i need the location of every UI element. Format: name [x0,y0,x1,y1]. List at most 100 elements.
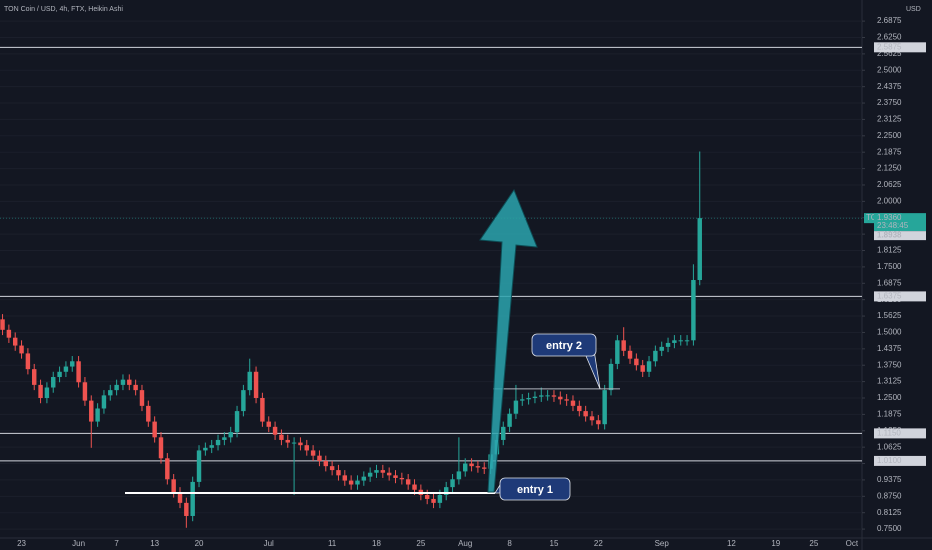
candle-body [583,411,588,417]
candle-body [279,434,284,440]
callout-text: entry 1 [517,484,553,496]
candle-body [133,384,138,391]
arrow [479,188,538,493]
candle-body [114,384,119,391]
candle-body [44,387,50,398]
candle-body [63,366,69,372]
countdown: 23:48:45 [877,221,909,230]
y-tick-label: 2.1875 [877,147,902,156]
candle-body [323,460,329,467]
level-label: 1.6375 [877,292,902,301]
candle-body [507,413,512,427]
candle-body [196,450,202,482]
candle-body [272,426,278,435]
y-tick-label: 2.4375 [877,82,902,91]
level-tag [874,42,926,53]
candle-body [51,377,56,388]
candle-body [266,421,271,427]
candle-body [646,361,652,372]
candle-body [152,421,157,438]
candle-body [215,439,221,446]
level-label: 2.5875 [877,42,902,51]
candle-body [304,445,309,451]
y-tick-label: 2.0625 [877,180,902,189]
candle-body [386,472,392,476]
candle-body [89,400,94,422]
candle-body [184,502,189,516]
candle-body [526,397,531,400]
candle-body [678,340,683,342]
candle-body [19,345,24,354]
level-label: 1.0100 [877,456,902,465]
price-label: 1.9360 [877,213,902,222]
candle-body [539,395,544,397]
y-tick-label: 1.2500 [877,393,902,402]
candle-body [558,396,563,400]
candle-body [247,371,252,391]
level-tag [874,428,926,439]
candle-body [501,426,506,440]
prev-price-tag [874,231,926,241]
y-tick-label: 1.6875 [877,278,902,287]
candle-body [222,437,227,440]
x-tick-label: 19 [771,539,780,548]
candle-body [291,442,297,444]
labels: 0.75000.81250.87500.93751.00001.06251.12… [0,16,926,548]
candle-body [621,340,626,351]
candle-body [342,475,348,481]
y-tick-label: 0.8125 [877,508,902,517]
levels [0,46,862,462]
y-tick-label: 1.1875 [877,409,902,418]
candle-body [424,495,430,499]
candle-body [437,495,443,503]
candle-body [634,358,639,366]
chart-title: TON Coin / USD, 4h, FTX, Heikin Ashi [4,6,123,13]
candle-body [684,340,690,342]
x-tick-label: 22 [594,539,603,548]
candle-body [190,481,195,516]
y-tick-label: 2.0000 [877,196,902,205]
candle-body [602,390,607,425]
candle-body [513,400,519,414]
candle-body [70,361,75,367]
candle-body [659,346,664,351]
y-tick-label: 2.1250 [877,164,902,173]
x-tick-label: 12 [727,539,736,548]
candle-body [25,353,31,370]
candle-body [469,463,474,467]
candle-body [608,363,614,391]
x-tick-label: 20 [195,539,204,548]
y-tick-label: 0.9375 [877,475,902,484]
y-tick-label: 1.8125 [877,246,902,255]
candle-body [431,498,436,503]
x-tick-label: Jun [72,539,85,548]
candle-body [285,439,290,443]
candle-body [564,399,569,401]
x-tick-label: 13 [150,539,159,548]
level-tag [874,291,926,302]
candle-body [450,479,455,488]
level-label: 1.1150 [877,428,901,437]
candle-body [177,492,183,503]
candle-body [405,479,411,485]
candle-body [139,390,145,406]
grid [0,20,865,530]
candle-body [456,471,462,480]
x-tick-label: 15 [550,539,559,548]
y-tick-label: 2.5000 [877,65,902,74]
y-tick-label: 1.3125 [877,377,902,386]
candle-body [57,371,62,378]
callout-box [499,477,571,501]
candle-body [336,470,341,476]
candle-body [76,361,81,383]
y-tick-label: 2.3125 [877,115,902,124]
candle-body [615,340,620,364]
candle-body [596,420,601,425]
candle-body [317,455,322,461]
y-tick-label: 1.7500 [877,262,902,271]
drawings: entry 1 entry 2 [125,333,620,501]
candle-body [101,395,107,409]
candle-body [399,477,405,480]
